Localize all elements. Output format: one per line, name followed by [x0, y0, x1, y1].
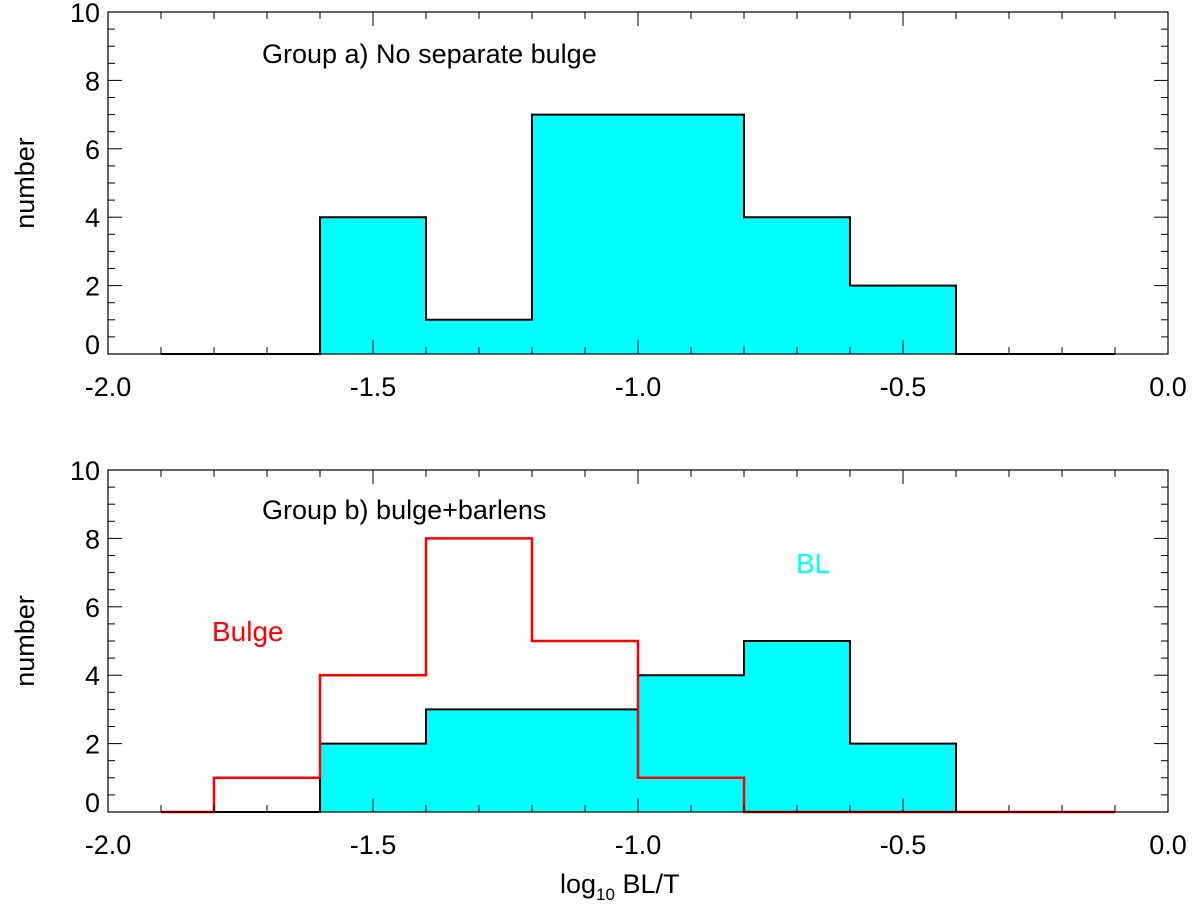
y-tick-label: 4 — [85, 661, 100, 691]
x-tick-label: -1.5 — [350, 830, 397, 860]
y-tick-label: 10 — [70, 0, 100, 28]
x-tick-label: 0.0 — [1149, 372, 1187, 402]
y-tick-label: 6 — [85, 135, 100, 165]
series-bl-fill — [161, 114, 1115, 354]
x-tick-label: -0.5 — [880, 830, 927, 860]
x-tick-label: -2.0 — [85, 830, 132, 860]
series-bulge-step — [161, 537, 1115, 814]
panel-title: Group b) bulge+barlens — [262, 495, 546, 525]
y-tick-label: 10 — [70, 456, 100, 486]
series-bl-outline — [161, 113, 1115, 355]
panel-top: -2.0 -1.5 -1.0 -0.5 0.0 0 2 4 6 8 10 number Group a)… — [10, 0, 1187, 402]
y-tick-label: 2 — [85, 730, 100, 760]
y-tick-label: 0 — [85, 788, 100, 818]
x-tick-label: -1.5 — [350, 372, 397, 402]
y-tick-label: 4 — [85, 203, 100, 233]
series-label-bl: BL — [796, 548, 830, 579]
y-tick-label: 2 — [85, 272, 100, 302]
y-tick-label: 8 — [85, 66, 100, 96]
x-axis-label: log10 BL/T — [560, 869, 679, 904]
y-axis-label: number — [10, 595, 40, 687]
panel-title: Group a) No separate bulge — [262, 39, 597, 69]
panel-bottom: BL Bulge -2.0 -1.5 -1.0 -0.5 0.0 0 2 4 6 8 10 number G… — [10, 456, 1187, 860]
x-tick-label: -0.5 — [880, 372, 927, 402]
x-tick-label: 0.0 — [1149, 830, 1187, 860]
y-tick-label: 0 — [85, 330, 100, 360]
y-tick-label: 6 — [85, 593, 100, 623]
x-tick-label: -1.0 — [615, 830, 662, 860]
y-axis-label: number — [10, 137, 40, 229]
x-tick-label: -1.0 — [615, 372, 662, 402]
y-tick-label: 8 — [85, 524, 100, 554]
series-label-bulge: Bulge — [212, 616, 284, 647]
x-tick-label: -2.0 — [85, 372, 132, 402]
